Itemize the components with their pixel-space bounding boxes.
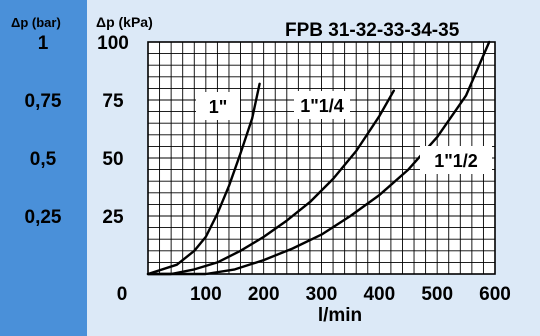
plot-border	[147, 41, 496, 275]
x-tick-label: 500	[421, 284, 453, 305]
curve-1-inch	[146, 82, 261, 276]
secondary-y-tick-label: 0,75	[25, 91, 62, 112]
y-axis-label: Δp (kPa)	[96, 14, 153, 30]
series-label-background	[294, 91, 350, 119]
x-tick-label: 200	[248, 284, 280, 305]
x-tick-label: 400	[363, 284, 395, 305]
series-label-background	[196, 92, 240, 120]
series-labels: 1" 1"1/4 1"1/2	[196, 91, 492, 174]
series-label-1-1-2-inch: 1"1/2	[434, 151, 478, 171]
secondary-y-tick-label: 0,5	[30, 149, 57, 170]
secondary-y-tick-label: 0,25	[25, 207, 62, 228]
curve-1-1-4-inch	[146, 89, 395, 276]
series-label-background	[420, 146, 492, 174]
y-tick-label: 25	[102, 207, 124, 228]
secondary-y-tick-label: 1	[38, 33, 49, 54]
chart-title: FPB 31-32-33-34-35	[285, 20, 460, 41]
curve-1-1-2-inch	[146, 40, 491, 276]
x-tick-label: 300	[306, 284, 338, 305]
y-tick-label: 50	[102, 149, 123, 170]
y-tick-label: 100	[97, 33, 129, 54]
bar-scale-column	[0, 0, 87, 336]
x-tick-label: 0	[117, 284, 128, 305]
secondary-y-axis-label: Δp (bar)	[11, 15, 61, 30]
x-tick-label: 100	[190, 284, 222, 305]
series-label-1-inch: 1"	[209, 97, 228, 117]
y-tick-label: 75	[102, 91, 124, 112]
x-axis-label: l/min	[318, 305, 362, 326]
curves	[146, 40, 491, 276]
secondary-y-tick-labels: 1 0,75 0,5 0,25	[25, 33, 62, 228]
x-tick-labels: 0 100 200 300 400 500 600	[117, 284, 511, 305]
series-label-1-1-4-inch: 1"1/4	[300, 96, 344, 116]
y-tick-labels: 100 75 50 25	[97, 33, 129, 228]
x-tick-label: 600	[479, 284, 511, 305]
